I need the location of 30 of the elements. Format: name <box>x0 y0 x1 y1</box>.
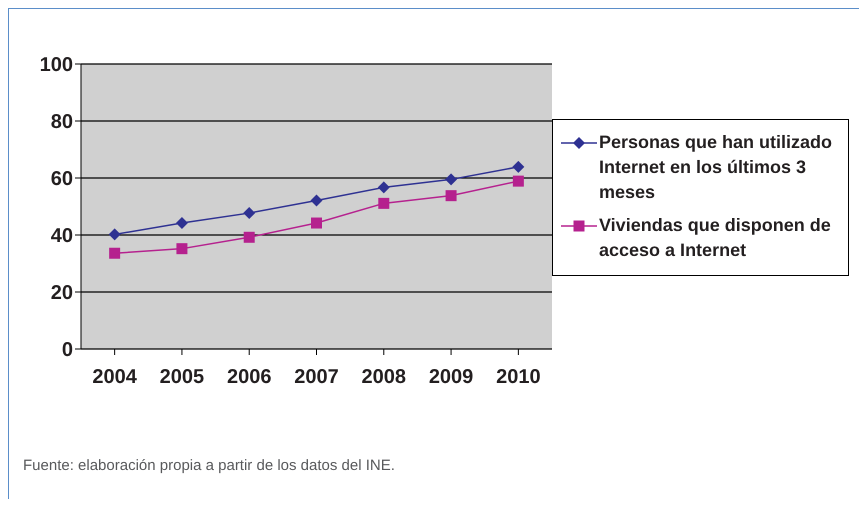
point <box>176 217 188 230</box>
point <box>310 194 322 207</box>
x-tick-label: 2009 <box>428 366 474 388</box>
y-tick-label: 0 <box>62 339 73 362</box>
x-tick-label: 2005 <box>160 366 204 388</box>
point <box>446 190 457 202</box>
y-tick-label: 80 <box>50 111 73 134</box>
point <box>378 181 390 194</box>
point <box>512 176 524 187</box>
x-tick-label: 2006 <box>226 366 272 388</box>
legend-label: Viviendas que disponen de acceso a Internet <box>599 214 832 262</box>
point <box>378 198 390 209</box>
point <box>176 243 188 254</box>
x-tick-label: 2008 <box>362 366 406 388</box>
y-tick-label: 100 <box>40 54 73 76</box>
x-tick-label: 2007 <box>294 366 339 388</box>
point <box>243 207 256 220</box>
x-tick-label: 2010 <box>496 366 541 388</box>
point <box>311 218 322 229</box>
y-tick-label: 20 <box>50 282 73 304</box>
point <box>244 232 255 243</box>
y-tick-label: 60 <box>50 168 73 190</box>
y-tick-label: 40 <box>50 225 73 248</box>
point <box>109 248 120 259</box>
point <box>445 173 458 186</box>
legend-label: Personas que han utilizado Internet en los últimos 3 meses <box>599 131 834 204</box>
source-note: Fuente: elaboración propia a partir de los datos del INE. <box>23 457 395 474</box>
point <box>108 228 121 240</box>
x-tick-label: 2004 <box>92 366 138 388</box>
point <box>512 160 524 173</box>
